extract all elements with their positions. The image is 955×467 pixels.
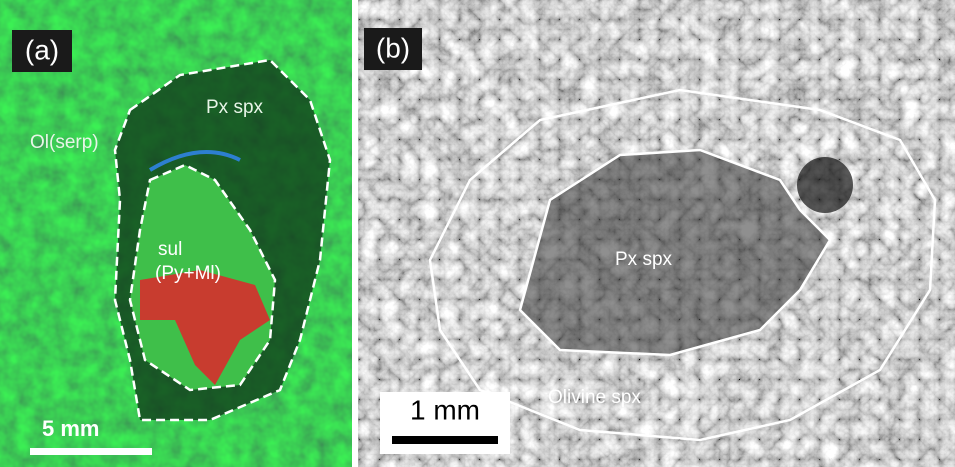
region-label: Px spx xyxy=(615,249,673,270)
dark-spot xyxy=(797,157,853,213)
region-label: sul xyxy=(158,239,182,260)
region-label: Olivine spx xyxy=(548,387,641,408)
panel-label: (b) xyxy=(376,32,410,63)
figure: (a) Ol(serp) Px spx sul (Py+Ml) 5 mm (b)… xyxy=(0,0,955,467)
scale-bar xyxy=(392,436,498,444)
scale-bar xyxy=(30,448,152,455)
region-label: Px spx xyxy=(206,97,264,118)
region-label: (Py+Ml) xyxy=(155,263,221,284)
panel-b: (b) Px spx Olivine spx 1 mm xyxy=(358,0,955,467)
panel-label: (a) xyxy=(25,34,59,65)
scale-bar-label: 5 mm xyxy=(42,416,99,441)
scale-bar-label: 1 mm xyxy=(410,394,480,425)
panel-a: (a) Ol(serp) Px spx sul (Py+Ml) 5 mm xyxy=(0,0,352,467)
region-label: Ol(serp) xyxy=(30,132,99,153)
